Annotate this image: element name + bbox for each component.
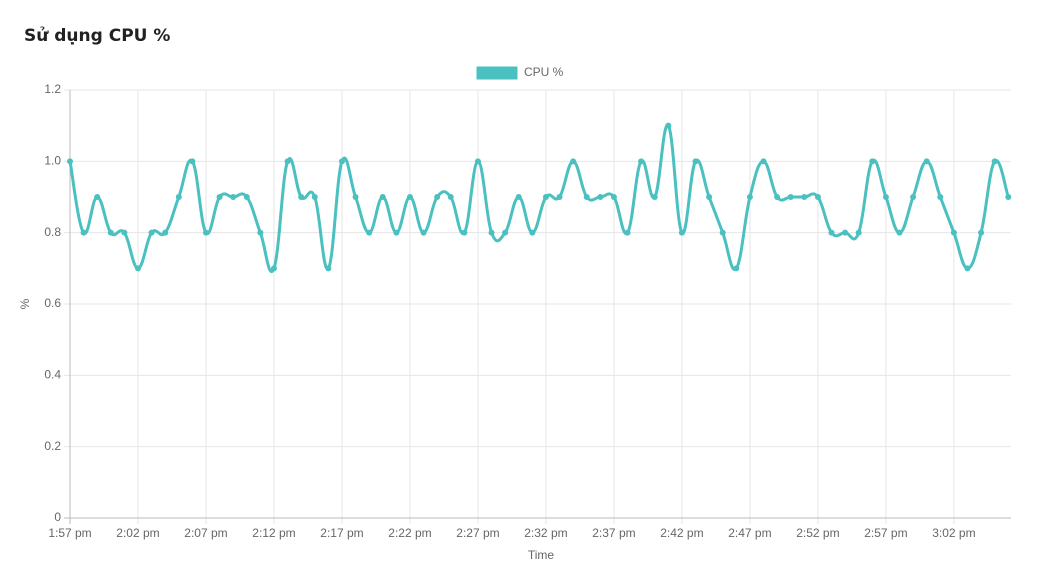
point: [896, 229, 903, 236]
legend-label: CPU %: [524, 65, 564, 79]
x-tick-label: 2:32 pm: [524, 526, 567, 540]
point: [270, 265, 277, 272]
point: [610, 194, 617, 200]
point: [583, 194, 590, 200]
point: [202, 229, 209, 236]
point: [352, 194, 359, 200]
legend-swatch: [475, 65, 519, 81]
x-tick-label: 3:02 pm: [932, 526, 975, 540]
point: [502, 229, 509, 236]
y-axis-title: %: [18, 298, 32, 309]
x-tick-label: 2:17 pm: [320, 526, 363, 540]
point: [828, 229, 835, 236]
point: [638, 158, 645, 165]
x-tick-label: 2:37 pm: [592, 526, 635, 540]
point: [67, 158, 73, 165]
y-tick-label: 1.0: [44, 154, 61, 168]
point: [692, 158, 699, 165]
y-tick-label: 0.4: [44, 368, 61, 382]
point: [964, 265, 971, 272]
x-tick-label: 2:02 pm: [116, 526, 159, 540]
point: [910, 194, 917, 200]
point: [651, 194, 658, 200]
x-tick-label: 2:57 pm: [864, 526, 907, 540]
point: [325, 265, 332, 272]
y-tick-label: 0.8: [44, 225, 61, 239]
y-tick-label: 1.2: [44, 82, 61, 96]
point: [94, 194, 101, 200]
point: [257, 229, 264, 236]
x-tick-label: 2:22 pm: [388, 526, 431, 540]
point: [923, 158, 930, 165]
point: [842, 229, 849, 236]
point: [978, 229, 985, 236]
point: [542, 194, 549, 200]
point: [243, 194, 250, 200]
point: [107, 229, 114, 236]
point: [447, 194, 454, 200]
point: [121, 229, 128, 236]
point: [298, 194, 305, 200]
point: [937, 194, 944, 200]
point: [882, 194, 889, 200]
point: [556, 194, 563, 200]
point: [461, 229, 468, 236]
point: [719, 229, 726, 236]
point: [570, 158, 577, 165]
point: [434, 194, 441, 200]
point: [338, 158, 345, 165]
y-tick-label: 0.6: [44, 296, 61, 310]
point: [624, 229, 631, 236]
point: [774, 194, 781, 200]
point: [1005, 194, 1012, 200]
y-tick-label: 0.2: [44, 439, 61, 453]
x-tick-label: 2:27 pm: [456, 526, 499, 540]
x-tick-label: 2:47 pm: [728, 526, 771, 540]
x-tick-label: 2:12 pm: [252, 526, 295, 540]
x-tick-label: 2:42 pm: [660, 526, 703, 540]
x-tick-label: 2:52 pm: [796, 526, 839, 540]
point: [706, 194, 713, 200]
point: [597, 194, 604, 200]
point: [80, 229, 87, 236]
point: [665, 122, 672, 129]
x-tick-label: 1:57 pm: [48, 526, 91, 540]
point: [760, 158, 767, 165]
point: [787, 194, 794, 200]
point: [950, 229, 957, 236]
point: [420, 229, 427, 236]
point: [474, 158, 481, 165]
point: [746, 194, 753, 200]
y-tick-label: 0: [54, 510, 61, 524]
x-axis-title: Time: [528, 548, 555, 561]
point: [733, 265, 740, 272]
point: [230, 194, 237, 200]
point: [869, 158, 876, 165]
line: [68, 124, 1010, 273]
point: [814, 194, 821, 200]
point: [148, 229, 155, 236]
x-tick-label: 2:07 pm: [184, 526, 227, 540]
point: [855, 229, 862, 236]
card-title: Sử dụng CPU %: [24, 26, 171, 46]
point: [284, 158, 291, 165]
point: [488, 229, 495, 236]
point: [189, 158, 196, 165]
point: [216, 194, 223, 200]
point: [991, 158, 998, 165]
point: [175, 194, 182, 200]
point: [801, 194, 808, 200]
point: [134, 265, 141, 272]
point: [406, 194, 413, 200]
point: [393, 229, 400, 236]
point: [529, 229, 536, 236]
point: [162, 229, 169, 236]
point: [515, 194, 522, 200]
point: [311, 194, 318, 200]
point: [366, 229, 373, 236]
point: [379, 194, 386, 200]
point: [678, 229, 685, 236]
